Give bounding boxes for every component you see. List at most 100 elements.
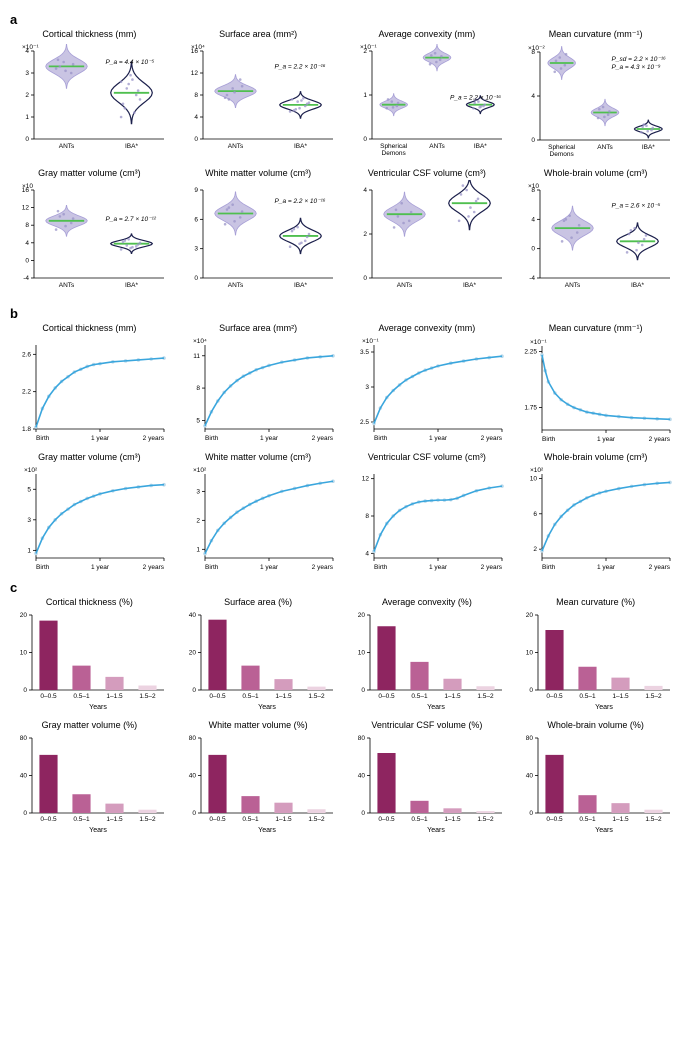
svg-text:6: 6 — [194, 216, 198, 223]
svg-text:0–0.5: 0–0.5 — [40, 693, 57, 700]
svg-text:Demons: Demons — [550, 151, 575, 158]
svg-text:1 year: 1 year — [91, 564, 110, 571]
svg-text:P_a = 2.2 × 10⁻¹⁶: P_a = 2.2 × 10⁻¹⁶ — [274, 64, 325, 71]
svg-text:Spherical: Spherical — [548, 144, 576, 151]
svg-text:P_a = 2.7 × 10⁻¹²: P_a = 2.7 × 10⁻¹² — [106, 216, 157, 223]
svg-text:×10²: ×10² — [193, 467, 207, 474]
svg-text:40: 40 — [526, 773, 534, 780]
svg-text:40: 40 — [189, 612, 197, 619]
svg-text:1 year: 1 year — [428, 435, 447, 442]
svg-text:0: 0 — [192, 687, 196, 694]
svg-text:0.5–1: 0.5–1 — [242, 693, 259, 700]
curve-svg: 1.752.25×10⁻¹Birth1 year2 years — [514, 336, 674, 446]
bar-panel: Gray matter volume (%) 040800–0.50.5–11–… — [8, 720, 171, 837]
svg-text:ANTs: ANTs — [429, 143, 445, 150]
violin-panel: White matter volume (cm³) 0369ANTsIBA*P_… — [177, 168, 340, 300]
svg-text:1: 1 — [27, 547, 31, 554]
panel-title: Gray matter volume (cm³) — [8, 452, 171, 462]
svg-text:0–0.5: 0–0.5 — [209, 693, 226, 700]
svg-text:ANTs: ANTs — [59, 282, 75, 289]
svg-text:80: 80 — [20, 735, 28, 742]
svg-text:Birth: Birth — [374, 564, 388, 571]
svg-text:Birth: Birth — [542, 436, 556, 443]
svg-text:IBA*: IBA* — [294, 282, 307, 289]
svg-text:10: 10 — [530, 475, 538, 482]
svg-text:1 year: 1 year — [260, 435, 279, 442]
panel-title: Mean curvature (mm⁻¹) — [514, 323, 677, 334]
svg-text:ANTs: ANTs — [597, 144, 613, 151]
violin-panel: Ventricular CSF volume (cm³) 024ANTsIBA* — [346, 168, 509, 300]
svg-text:×10²: ×10² — [530, 467, 544, 474]
svg-text:1 year: 1 year — [597, 564, 616, 571]
svg-text:Birth: Birth — [205, 435, 219, 442]
bar-svg: 040800–0.50.5–11–1.51.5–2Years — [177, 732, 337, 837]
curve-svg: 2610×10²Birth1 year2 years — [514, 464, 674, 574]
svg-text:P_a = 2.2 × 10⁻¹⁶: P_a = 2.2 × 10⁻¹⁶ — [274, 198, 325, 205]
svg-text:IBA*: IBA* — [125, 282, 138, 289]
svg-text:12: 12 — [191, 70, 199, 77]
svg-text:IBA*: IBA* — [473, 143, 486, 150]
svg-text:1.5–2: 1.5–2 — [646, 816, 663, 823]
label-c: c — [10, 580, 677, 595]
svg-text:P_sd = 2.2 × 10⁻¹⁶: P_sd = 2.2 × 10⁻¹⁶ — [612, 56, 666, 63]
svg-text:2.6: 2.6 — [22, 351, 31, 358]
svg-text:0: 0 — [363, 275, 367, 282]
svg-text:0: 0 — [25, 136, 29, 143]
svg-text:1: 1 — [363, 92, 367, 99]
svg-text:×10: ×10 — [528, 183, 539, 190]
svg-text:40: 40 — [357, 773, 365, 780]
svg-text:-4: -4 — [23, 275, 29, 282]
svg-text:×10⁻¹: ×10⁻¹ — [362, 338, 379, 345]
svg-text:4: 4 — [365, 550, 369, 557]
svg-text:20: 20 — [526, 612, 534, 619]
svg-text:2 years: 2 years — [480, 564, 502, 571]
panel-a-row1: Cortical thickness (mm) 01234×10⁻¹ANTsIB… — [8, 29, 677, 162]
svg-text:3: 3 — [194, 246, 198, 253]
svg-text:80: 80 — [526, 735, 534, 742]
violin-panel: Cortical thickness (mm) 01234×10⁻¹ANTsIB… — [8, 29, 171, 162]
svg-text:80: 80 — [189, 735, 197, 742]
panel-title: Ventricular CSF volume (%) — [346, 720, 509, 730]
svg-text:2.2: 2.2 — [22, 389, 31, 396]
bar-svg: 040800–0.50.5–11–1.51.5–2Years — [514, 732, 674, 837]
curve-svg: 5811×10⁴Birth1 year2 years — [177, 335, 337, 445]
bar-panel: Surface area (%) 020400–0.50.5–11–1.51.5… — [177, 597, 340, 714]
svg-text:40: 40 — [189, 773, 197, 780]
svg-text:3: 3 — [196, 488, 200, 495]
svg-text:Birth: Birth — [205, 564, 219, 571]
svg-text:3: 3 — [27, 517, 31, 524]
panel-title: Whole-brain volume (cm³) — [514, 452, 677, 462]
svg-text:2: 2 — [534, 546, 538, 553]
svg-text:0: 0 — [25, 257, 29, 264]
svg-text:0.5–1: 0.5–1 — [411, 693, 428, 700]
svg-text:1 year: 1 year — [91, 435, 110, 442]
curve-panel: Ventricular CSF volume (cm³) 4812Birth1 … — [346, 452, 509, 574]
svg-text:6: 6 — [534, 511, 538, 518]
label-b: b — [10, 306, 677, 321]
panel-title: Mean curvature (%) — [514, 597, 677, 607]
panel-title: Cortical thickness (mm) — [8, 29, 171, 39]
svg-text:3: 3 — [25, 70, 29, 77]
svg-text:0.5–1: 0.5–1 — [73, 816, 90, 823]
svg-text:0.5–1: 0.5–1 — [242, 816, 259, 823]
svg-text:0: 0 — [530, 687, 534, 694]
svg-text:10: 10 — [357, 650, 365, 657]
svg-text:IBA*: IBA* — [642, 144, 655, 151]
svg-text:0: 0 — [194, 136, 198, 143]
svg-text:0: 0 — [363, 136, 367, 143]
bar-panel: Whole-brain volume (%) 040800–0.50.5–11–… — [514, 720, 677, 837]
svg-text:12: 12 — [22, 205, 30, 212]
svg-text:P_a = 4.4 × 10⁻⁵: P_a = 4.4 × 10⁻⁵ — [106, 59, 155, 66]
svg-text:11: 11 — [193, 353, 200, 360]
svg-text:P_a = 2.6 × 10⁻⁵: P_a = 2.6 × 10⁻⁵ — [612, 203, 661, 210]
svg-text:1 year: 1 year — [260, 564, 279, 571]
svg-text:1–1.5: 1–1.5 — [444, 816, 461, 823]
svg-text:IBA*: IBA* — [294, 143, 307, 150]
panel-title: White matter volume (cm³) — [177, 452, 340, 462]
svg-text:×10⁻²: ×10⁻² — [528, 45, 545, 52]
svg-text:0: 0 — [532, 137, 536, 144]
svg-text:Birth: Birth — [374, 435, 388, 442]
svg-text:IBA*: IBA* — [125, 143, 138, 150]
svg-text:1–1.5: 1–1.5 — [106, 816, 123, 823]
svg-text:×10⁻¹: ×10⁻¹ — [530, 339, 547, 346]
